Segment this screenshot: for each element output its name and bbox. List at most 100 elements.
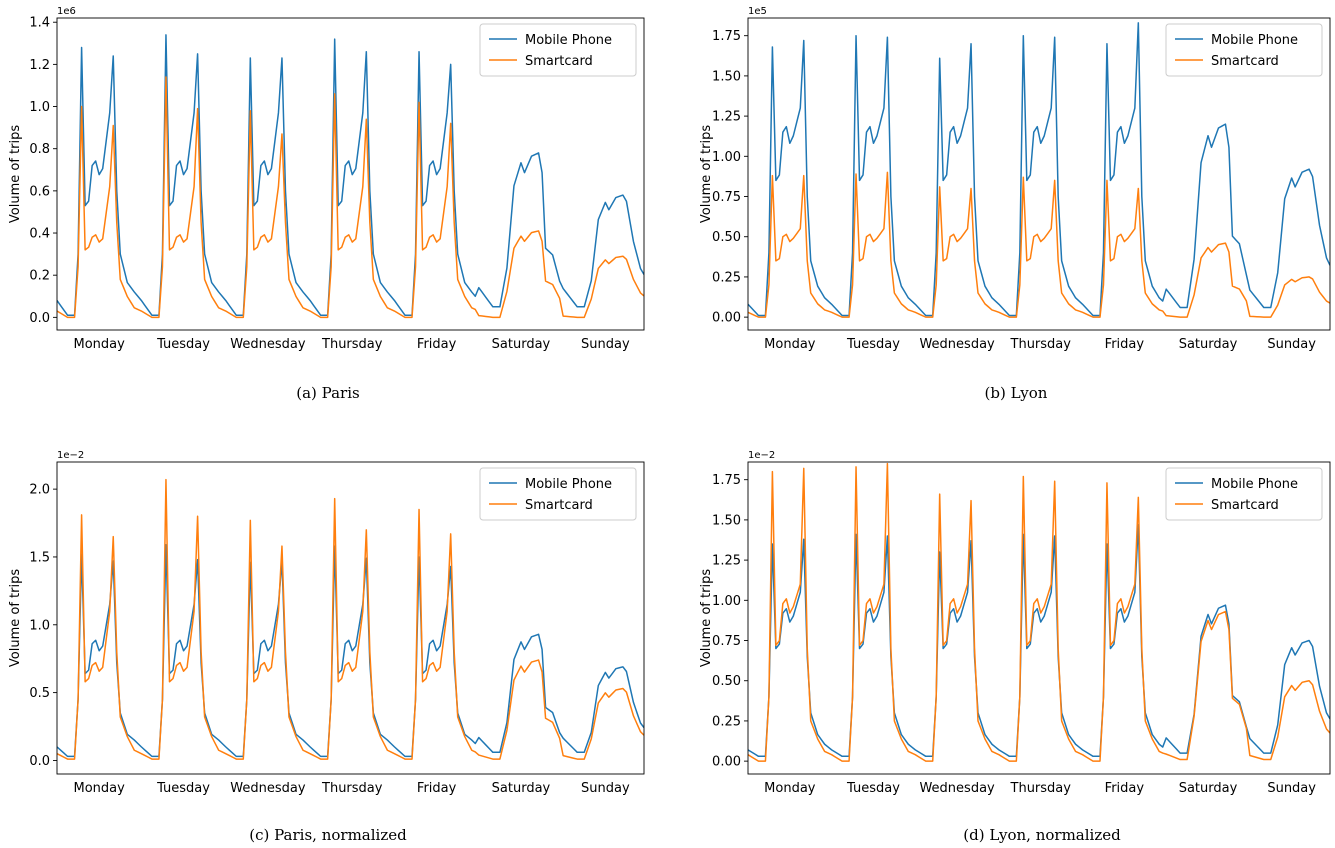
x-tick-label: Wednesday xyxy=(230,337,306,352)
y-tick-label: 0.5 xyxy=(29,686,50,701)
axis-offset-label: 1e5 xyxy=(748,6,767,17)
legend: Mobile Phone Smartcard xyxy=(479,467,637,521)
y-tick-label: 0.00 xyxy=(712,311,741,326)
x-tick-label: Saturday xyxy=(1179,781,1238,796)
x-tick-label: Tuesday xyxy=(156,337,210,352)
y-tick-label: 0.4 xyxy=(29,227,50,242)
legend-entry: Smartcard xyxy=(525,54,593,69)
x-tick-label: Sunday xyxy=(581,337,630,352)
series-line-smartcard xyxy=(748,462,1330,762)
legend-entry: Mobile Phone xyxy=(1211,33,1298,48)
y-axis-label: Volume of trips xyxy=(8,569,23,667)
x-tick-label: Monday xyxy=(74,781,126,796)
y-tick-label: 0.2 xyxy=(29,269,50,284)
x-tick-label: Saturday xyxy=(1179,337,1238,352)
legend-box xyxy=(479,467,637,521)
x-tick-label: Wednesday xyxy=(919,337,995,352)
chart-panel: 0.00 0.25 0.50 0.75 1.00 1.25 1.50 1.75 Monday Tu… xyxy=(699,6,1331,402)
x-tick-label: Sunday xyxy=(1267,781,1316,796)
y-tick-label: 1.25 xyxy=(712,554,741,569)
legend-entry: Mobile Phone xyxy=(1211,477,1298,492)
y-tick-label: 1.00 xyxy=(712,150,741,165)
series-line-mobile xyxy=(57,544,644,758)
axis-offset-label: 1e−2 xyxy=(57,450,84,461)
y-tick-label: 2.0 xyxy=(29,483,50,498)
plot-frame xyxy=(747,461,1331,775)
panel-caption: (c) Paris, normalized xyxy=(249,826,407,844)
x-tick-label: Thursday xyxy=(321,337,383,352)
panel-caption: (d) Lyon, normalized xyxy=(963,826,1121,844)
x-tick-label: Saturday xyxy=(492,781,551,796)
y-tick-label: 1.75 xyxy=(712,29,741,44)
y-tick-label: 0.8 xyxy=(29,142,50,157)
legend-box xyxy=(479,23,637,77)
x-tick-label: Monday xyxy=(74,337,126,352)
legend-entry: Smartcard xyxy=(525,498,593,513)
series-line-smartcard xyxy=(57,76,644,319)
x-tick-label: Tuesday xyxy=(156,781,210,796)
panel-caption: (a) Paris xyxy=(296,384,359,402)
x-tick-label: Saturday xyxy=(492,337,551,352)
y-tick-label: 1.5 xyxy=(29,550,50,565)
x-tick-label: Friday xyxy=(1105,337,1145,352)
x-tick-label: Thursday xyxy=(1010,337,1072,352)
legend: Mobile Phone Smartcard xyxy=(1165,23,1323,77)
legend-entry: Smartcard xyxy=(1211,54,1279,69)
legend: Mobile Phone Smartcard xyxy=(1165,467,1323,521)
y-tick-label: 0.75 xyxy=(712,634,741,649)
x-tick-label: Thursday xyxy=(321,781,383,796)
legend-entry: Mobile Phone xyxy=(525,33,612,48)
y-tick-label: 1.00 xyxy=(712,594,741,609)
y-tick-label: 1.0 xyxy=(29,618,50,633)
x-tick-label: Wednesday xyxy=(230,781,306,796)
axis-offset-label: 1e−2 xyxy=(748,450,775,461)
series-line-mobile xyxy=(748,523,1330,758)
chart-panel: 0.00 0.25 0.50 0.75 1.00 1.25 1.50 1.75 Monday Tu… xyxy=(699,450,1331,844)
x-tick-label: Sunday xyxy=(581,781,630,796)
y-axis-label: Volume of trips xyxy=(699,569,714,667)
y-axis-label: Volume of trips xyxy=(699,125,714,223)
y-tick-label: 1.75 xyxy=(712,473,741,488)
series-line-smartcard xyxy=(57,478,644,760)
y-tick-label: 1.2 xyxy=(29,58,50,73)
y-tick-label: 0.50 xyxy=(712,674,741,689)
legend: Mobile Phone Smartcard xyxy=(479,23,637,77)
x-tick-label: Friday xyxy=(1105,781,1145,796)
x-tick-label: Monday xyxy=(764,337,816,352)
series-line-smartcard xyxy=(748,171,1330,318)
y-tick-label: 0.0 xyxy=(29,311,50,326)
y-axis-label: Volume of trips xyxy=(8,125,23,223)
y-tick-label: 1.0 xyxy=(29,100,50,115)
y-tick-label: 0.00 xyxy=(712,755,741,770)
x-tick-label: Friday xyxy=(417,337,457,352)
y-tick-label: 1.50 xyxy=(712,69,741,84)
legend-entry: Smartcard xyxy=(1211,498,1279,513)
y-tick-label: 1.4 xyxy=(29,16,50,31)
y-tick-label: 0.25 xyxy=(712,714,741,729)
legend-box xyxy=(1165,23,1323,77)
chart-panel: 0.0 0.5 1.0 1.5 2.0 Monday Tuesday Wednesday Thu… xyxy=(8,450,645,844)
x-tick-label: Tuesday xyxy=(846,781,900,796)
x-tick-label: Friday xyxy=(417,781,457,796)
series-line-mobile xyxy=(57,34,644,316)
y-tick-label: 0.0 xyxy=(29,754,50,769)
x-tick-label: Sunday xyxy=(1267,337,1316,352)
series-line-mobile xyxy=(748,22,1330,317)
legend-entry: Mobile Phone xyxy=(525,477,612,492)
y-tick-label: 1.50 xyxy=(712,513,741,528)
x-tick-label: Wednesday xyxy=(919,781,995,796)
plot-frame xyxy=(56,461,645,775)
y-tick-label: 0.6 xyxy=(29,184,50,199)
y-tick-label: 0.75 xyxy=(712,190,741,205)
chart-panel: 0.0 0.2 0.4 0.6 0.8 1.0 1.2 1.4 Monday Tuesday Wed… xyxy=(8,6,645,402)
x-tick-label: Tuesday xyxy=(846,337,900,352)
y-tick-label: 0.25 xyxy=(712,270,741,285)
x-tick-label: Thursday xyxy=(1010,781,1072,796)
y-tick-label: 0.50 xyxy=(712,230,741,245)
panel-caption: (b) Lyon xyxy=(985,384,1048,402)
y-tick-label: 1.25 xyxy=(712,110,741,125)
legend-box xyxy=(1165,467,1323,521)
plot-frame xyxy=(747,17,1331,331)
plot-frame xyxy=(56,17,645,331)
